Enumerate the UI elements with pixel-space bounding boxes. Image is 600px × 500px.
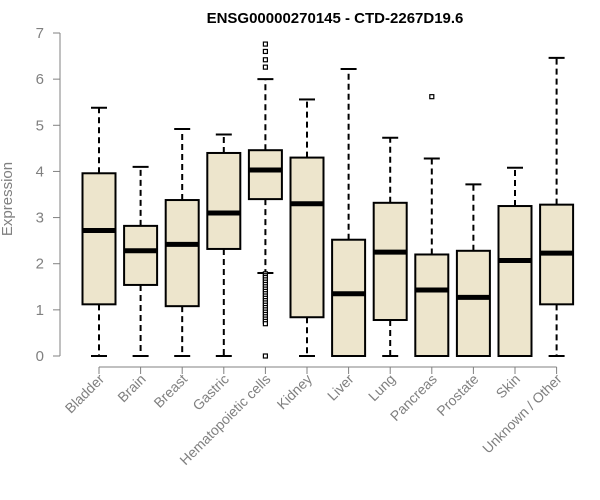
outlier-point (262, 57, 268, 63)
box-breast (164, 127, 200, 357)
plot-area (81, 41, 575, 359)
outlier-point (429, 94, 435, 100)
box-iqr (123, 224, 159, 286)
box-iqr (497, 205, 533, 357)
box-iqr (372, 201, 408, 322)
outlier-point (262, 41, 268, 47)
box-iqr (247, 149, 283, 201)
box-iqr (164, 199, 200, 308)
y-tick-label: 7 (36, 25, 44, 42)
box-gastric (206, 133, 242, 357)
x-tick-label: Lung (365, 371, 398, 404)
box-iqr (455, 249, 491, 357)
x-tick-label: Prostate (433, 371, 481, 419)
y-axis-label: Expression (0, 162, 16, 236)
box-iqr (206, 151, 242, 250)
box-iqr (289, 156, 325, 319)
box-lung (372, 136, 408, 357)
box-pancreas (414, 94, 450, 357)
box-skin (497, 166, 533, 357)
box-kidney (289, 98, 325, 357)
x-tick-label: Breast (150, 371, 190, 411)
box-iqr (331, 238, 367, 357)
chart-title: ENSG00000270145 - CTD-2267D19.6 (207, 10, 464, 27)
outlier-point (262, 64, 268, 70)
box-unknown-other (539, 56, 575, 357)
box-prostate (455, 183, 491, 357)
y-axis: 0 1 2 3 4 5 6 7 (36, 25, 61, 365)
x-tick-label: Skin (493, 371, 524, 402)
y-tick-label: 4 (36, 163, 44, 180)
box-liver (331, 67, 367, 357)
y-tick-label: 5 (36, 117, 44, 134)
outlier-point (262, 48, 268, 55)
x-tick-label: Unknown / Other (479, 371, 565, 457)
box-hematopoietic-cells (247, 41, 283, 359)
y-tick-label: 3 (36, 210, 44, 227)
x-tick-label: Bladder (62, 371, 108, 417)
x-tick-label: Liver (324, 371, 357, 404)
box-iqr (414, 253, 450, 357)
x-tick-label: Kidney (274, 371, 316, 413)
box-iqr (81, 172, 117, 306)
box-brain (123, 165, 159, 357)
box-bladder (81, 106, 117, 357)
y-tick-label: 0 (36, 348, 44, 365)
y-tick-label: 1 (36, 302, 44, 319)
y-tick-label: 6 (36, 71, 44, 88)
y-tick-label: 2 (36, 256, 44, 273)
outlier-point (262, 353, 268, 359)
outlier-point (262, 321, 268, 327)
x-tick-label: Brain (114, 371, 148, 405)
